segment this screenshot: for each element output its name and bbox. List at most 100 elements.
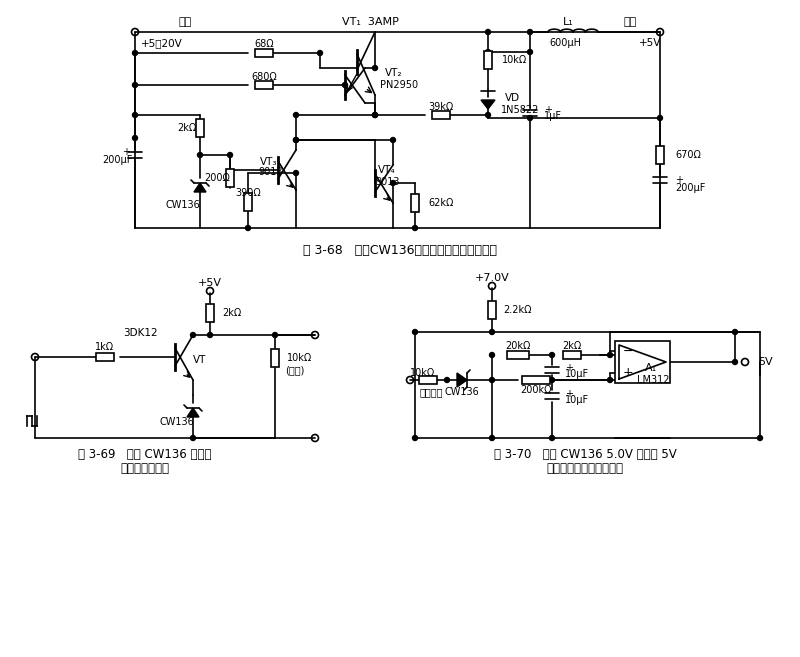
- Text: +: +: [675, 175, 683, 185]
- Text: LM312: LM312: [637, 375, 670, 385]
- Text: 方波校准器电路: 方波校准器电路: [121, 461, 170, 474]
- Polygon shape: [187, 408, 199, 417]
- Circle shape: [373, 112, 378, 118]
- Text: +5V: +5V: [639, 38, 661, 48]
- Text: 5V: 5V: [758, 357, 773, 367]
- Text: 2.2kΩ: 2.2kΩ: [503, 305, 531, 315]
- Circle shape: [273, 332, 278, 338]
- Text: −: −: [622, 344, 634, 357]
- Polygon shape: [457, 373, 467, 387]
- Text: PN2950: PN2950: [380, 80, 418, 90]
- Text: 200kΩ: 200kΩ: [520, 385, 552, 395]
- Bar: [615, 341, 670, 383]
- Circle shape: [733, 330, 738, 334]
- Text: 1N5822: 1N5822: [501, 105, 539, 115]
- Bar: [206, 304, 214, 322]
- Bar: [271, 349, 279, 367]
- Text: 9013: 9013: [375, 177, 399, 187]
- Text: +: +: [544, 105, 552, 115]
- Circle shape: [527, 49, 533, 55]
- Circle shape: [527, 116, 533, 120]
- Circle shape: [490, 436, 494, 440]
- Text: 3DK12: 3DK12: [122, 328, 158, 338]
- Text: （标准）: （标准）: [420, 387, 443, 397]
- Text: 图 3-69   采用 CW136 构成的: 图 3-69 采用 CW136 构成的: [78, 449, 212, 461]
- Circle shape: [294, 137, 298, 143]
- Text: 390Ω: 390Ω: [235, 188, 261, 198]
- Circle shape: [486, 49, 490, 55]
- Text: 10μF: 10μF: [565, 369, 589, 379]
- Circle shape: [490, 378, 494, 382]
- Circle shape: [133, 83, 138, 87]
- Circle shape: [342, 83, 347, 87]
- Circle shape: [227, 152, 233, 158]
- Text: VT₂: VT₂: [385, 68, 402, 78]
- Circle shape: [413, 330, 418, 334]
- Text: CW136: CW136: [166, 200, 200, 210]
- Circle shape: [318, 51, 322, 55]
- Text: 10kΩ: 10kΩ: [502, 55, 527, 65]
- Circle shape: [390, 137, 395, 143]
- Text: VT₁  3AMP: VT₁ 3AMP: [342, 17, 398, 27]
- Text: 10kΩ: 10kΩ: [410, 368, 436, 378]
- Circle shape: [373, 66, 378, 70]
- Text: CW136: CW136: [445, 387, 479, 397]
- Bar: [419, 376, 437, 384]
- Circle shape: [294, 112, 298, 118]
- Bar: [255, 49, 273, 57]
- Bar: [244, 193, 252, 211]
- Circle shape: [445, 378, 450, 382]
- Circle shape: [658, 116, 662, 120]
- Circle shape: [190, 332, 195, 338]
- Text: +7.0V: +7.0V: [474, 273, 510, 283]
- Text: 9013: 9013: [258, 167, 282, 177]
- Text: 200Ω: 200Ω: [204, 173, 230, 183]
- Circle shape: [413, 436, 418, 440]
- Polygon shape: [194, 183, 206, 192]
- Text: L₁: L₁: [562, 17, 574, 27]
- Circle shape: [373, 112, 378, 118]
- Text: 图 3-68   采用CW136构成的开关稳压电源电路: 图 3-68 采用CW136构成的开关稳压电源电路: [303, 244, 497, 256]
- Bar: [226, 169, 234, 187]
- Bar: [255, 81, 273, 89]
- Circle shape: [133, 112, 138, 118]
- Text: 39kΩ: 39kΩ: [428, 102, 454, 112]
- Circle shape: [390, 181, 395, 185]
- Circle shape: [198, 152, 202, 158]
- Text: +: +: [565, 363, 573, 373]
- Circle shape: [550, 353, 554, 357]
- Text: VT₃: VT₃: [260, 157, 278, 167]
- Text: 1μF: 1μF: [544, 111, 562, 121]
- Text: 670Ω: 670Ω: [675, 150, 701, 160]
- Circle shape: [550, 436, 554, 440]
- Circle shape: [490, 353, 494, 357]
- Text: +: +: [122, 147, 130, 157]
- Bar: [432, 111, 450, 119]
- Text: +: +: [565, 389, 573, 399]
- Text: 低噪声缓冲电压基准电路: 低噪声缓冲电压基准电路: [546, 461, 623, 474]
- Text: 600μH: 600μH: [549, 38, 581, 48]
- Circle shape: [527, 30, 533, 35]
- Circle shape: [550, 378, 554, 382]
- Bar: [484, 51, 492, 69]
- Circle shape: [733, 359, 738, 365]
- Text: 10μF: 10μF: [565, 395, 589, 405]
- Bar: [488, 301, 496, 319]
- Text: 图 3-70   采用 CW136 5.0V 构成的 5V: 图 3-70 采用 CW136 5.0V 构成的 5V: [494, 449, 676, 461]
- Bar: [96, 353, 114, 361]
- Circle shape: [246, 225, 250, 231]
- Text: 2kΩ: 2kΩ: [562, 341, 582, 351]
- Bar: [656, 146, 664, 164]
- Text: 200μF: 200μF: [102, 155, 132, 165]
- Text: +: +: [622, 367, 634, 380]
- Bar: [411, 194, 419, 212]
- Text: CW136: CW136: [160, 417, 194, 427]
- Circle shape: [486, 30, 490, 35]
- Text: VT₄: VT₄: [378, 165, 396, 175]
- Bar: [196, 119, 204, 137]
- Circle shape: [490, 330, 494, 334]
- Text: 输入: 输入: [178, 17, 192, 27]
- Circle shape: [758, 436, 762, 440]
- Circle shape: [294, 137, 298, 143]
- Text: 2kΩ: 2kΩ: [178, 123, 197, 133]
